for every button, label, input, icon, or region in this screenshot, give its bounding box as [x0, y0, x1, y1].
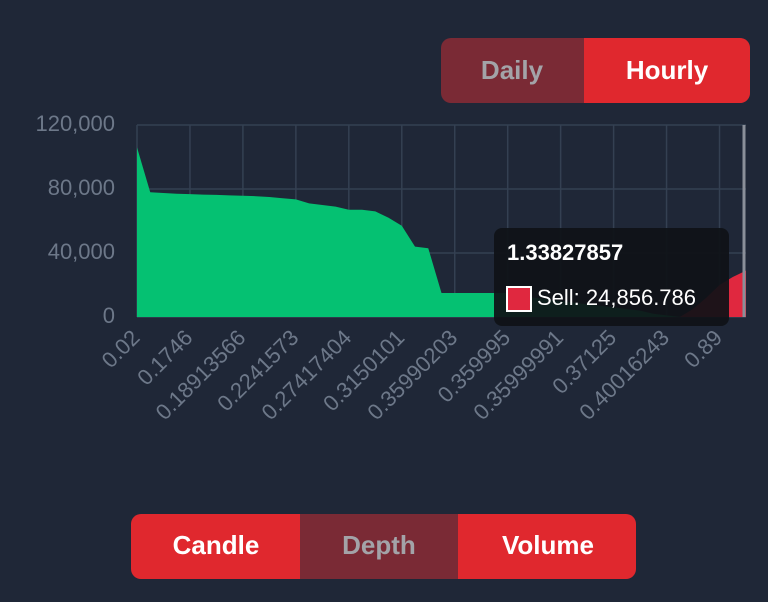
- depth-bg: [300, 514, 458, 579]
- tooltip-swatch: [506, 286, 532, 312]
- depth-tab[interactable]: Depth: [342, 530, 416, 560]
- tooltip-title: 1.33827857: [507, 240, 623, 265]
- candle-tab[interactable]: Candle: [173, 530, 260, 560]
- daily-tab[interactable]: Daily: [481, 55, 544, 85]
- x-tick-label: 0.89: [679, 325, 727, 373]
- hourly-bg: [584, 38, 750, 103]
- y-tick-label: 120,000: [35, 111, 115, 136]
- depth-area: [137, 147, 680, 317]
- hourly-tab[interactable]: Hourly: [626, 55, 709, 85]
- volume-tab[interactable]: Volume: [502, 530, 594, 560]
- y-tick-label: 0: [103, 303, 115, 328]
- y-tick-label: 80,000: [48, 175, 115, 200]
- x-tick-label: 0.02: [97, 325, 145, 373]
- y-tick-label: 40,000: [48, 239, 115, 264]
- hourly-bg-edge: [584, 38, 604, 103]
- tooltip-box: [494, 228, 729, 326]
- tooltip-text: Sell: 24,856.786: [537, 285, 696, 310]
